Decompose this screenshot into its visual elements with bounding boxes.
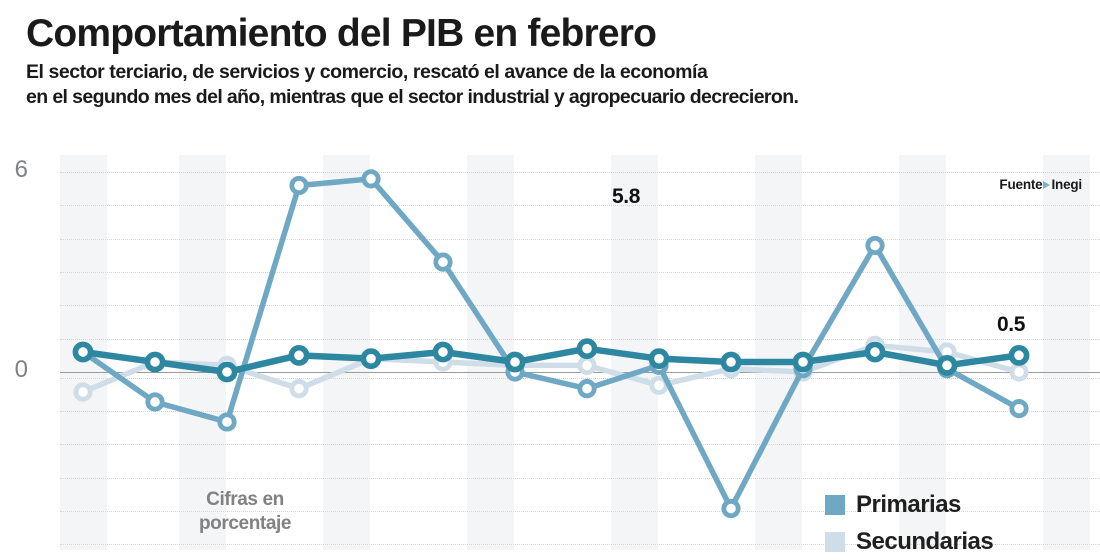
page-subtitle: El sector terciario, de servicios y come… [26,60,1076,110]
gridline [60,172,1100,173]
y-axis-label-0: 0 [14,356,28,383]
gridline [60,272,1100,273]
data-point[interactable] [1009,399,1029,419]
data-point[interactable] [577,355,597,375]
legend-swatch-secundarias [825,531,845,552]
header: Comportamiento del PIB en febrero El sec… [26,12,1076,110]
data-point[interactable] [792,351,814,373]
source-label: Fuente [999,177,1043,192]
legend: Primarias Secundarias [825,486,994,560]
legend-swatch-primarias [825,494,845,515]
data-point[interactable] [721,498,741,519]
zero-baseline [60,372,1100,373]
units-note-line-2: porcentaje [198,513,292,535]
data-point[interactable] [720,351,742,373]
data-point[interactable] [289,379,309,399]
data-point[interactable] [1009,362,1029,382]
data-point[interactable] [216,361,238,383]
gridline [60,205,1100,206]
gridline [60,305,1100,306]
data-point[interactable] [504,351,526,373]
legend-item-secundarias[interactable]: Secundarias [825,523,994,560]
data-point[interactable] [865,235,885,256]
background-band [1043,155,1090,550]
data-point[interactable] [73,382,93,402]
data-point[interactable] [217,412,237,432]
gridline [60,478,1100,479]
gridline [60,544,1100,545]
legend-label-primarias: Primarias [856,490,961,518]
data-point[interactable] [361,169,381,189]
data-point[interactable] [1008,344,1030,366]
gridline [60,378,1100,379]
series-layer [72,169,1030,519]
series-line-terciarias [79,345,1023,376]
subtitle-line-2: en el segundo mes del año, mientras que … [26,85,799,108]
legend-item-primarias[interactable]: Primarias [825,486,993,523]
plot-area [60,155,1100,550]
data-point[interactable] [648,348,670,370]
data-point[interactable] [864,341,886,363]
series-terciarias [72,338,1030,383]
data-point[interactable] [145,392,165,412]
data-point[interactable] [432,341,454,363]
units-note-line-1: Cifras en [206,489,284,510]
background-band [179,155,226,550]
data-point[interactable] [288,344,310,366]
gridline [60,411,1100,412]
background-band [323,155,370,550]
background-band [755,155,802,550]
line-chart: 6 0 5.8 0.5 Fuente Inegi [0,155,1100,555]
data-point[interactable] [577,379,597,399]
y-axis-label-6: 6 [14,156,28,184]
data-point[interactable] [144,351,166,373]
data-point[interactable] [433,252,453,272]
data-point[interactable] [936,354,958,376]
source-value: Inegi [1051,177,1082,192]
gridline [60,239,1100,240]
background-band [467,155,514,550]
gridline [60,444,1100,445]
data-point[interactable] [576,338,598,360]
triangle-right-icon [1043,180,1051,189]
data-point[interactable] [72,341,94,363]
data-label-5-8: 5.8 [612,185,640,208]
units-note: Cifras en porcentaje [160,488,330,537]
page-title: Comportamiento del PIB en febrero [26,12,657,55]
data-point[interactable] [360,348,382,370]
legend-label-secundarias: Secundarias [856,527,994,555]
data-point[interactable] [289,175,309,196]
data-label-0-5: 0.5 [997,313,1025,336]
series-line-primarias [80,176,1022,512]
gridline [60,339,1100,340]
gridline [60,511,1100,512]
subtitle-line-1: El sector terciario, de servicios y come… [26,60,708,83]
source-credit: Fuente Inegi [999,177,1082,192]
